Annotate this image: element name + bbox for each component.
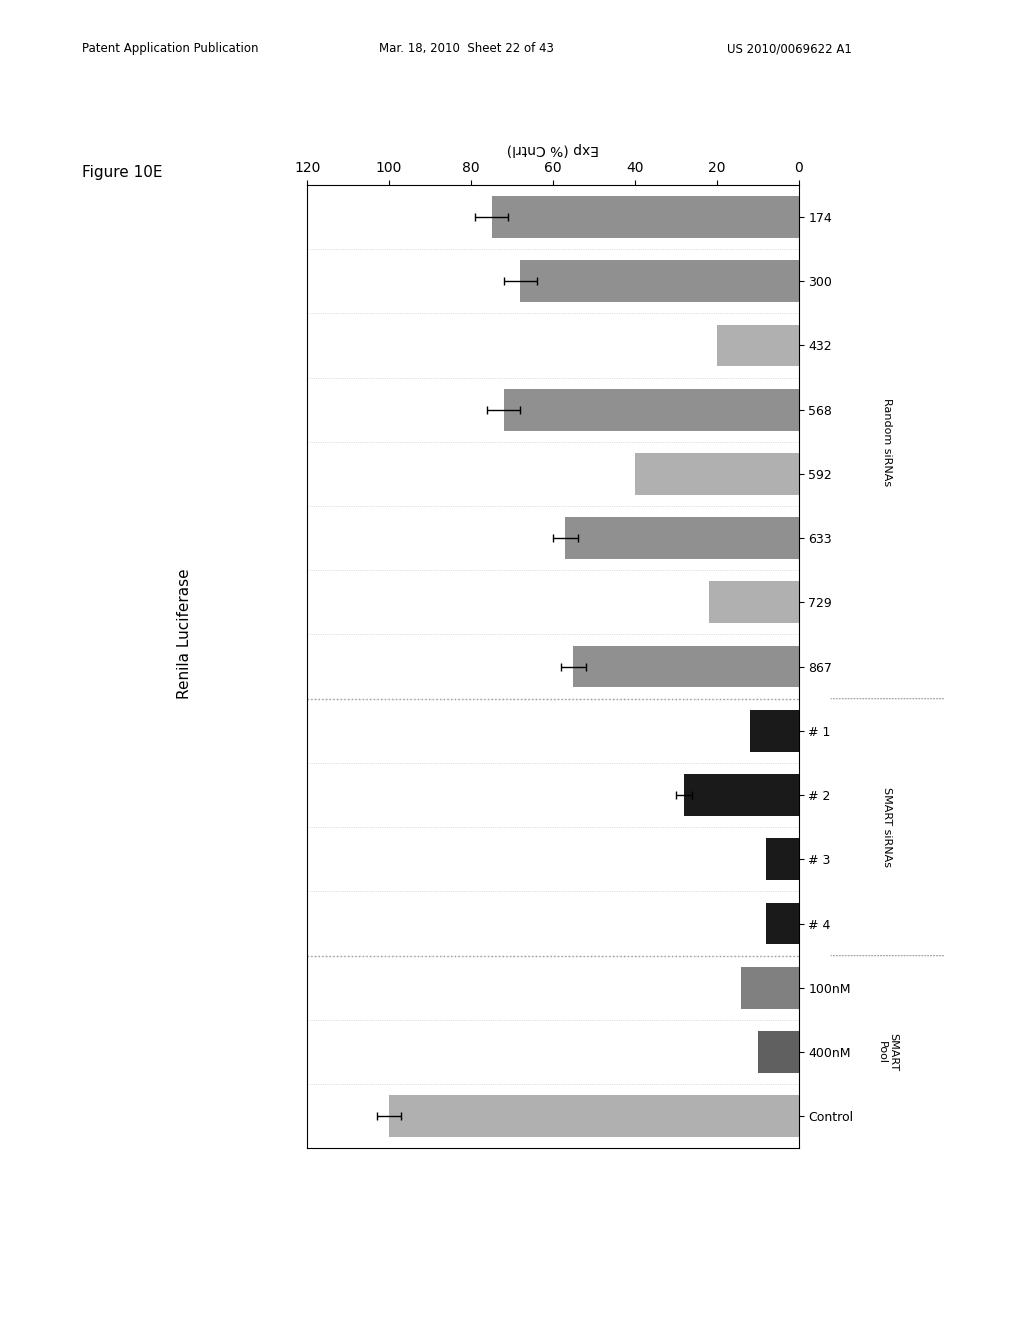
- X-axis label: Exp (% Cntrl): Exp (% Cntrl): [507, 141, 599, 156]
- Bar: [565, 517, 799, 558]
- Text: Mar. 18, 2010  Sheet 22 of 43: Mar. 18, 2010 Sheet 22 of 43: [379, 42, 554, 55]
- Text: US 2010/0069622 A1: US 2010/0069622 A1: [727, 42, 852, 55]
- Bar: [750, 710, 799, 751]
- Bar: [741, 968, 799, 1008]
- Bar: [758, 1031, 799, 1073]
- Text: SMART
Pool: SMART Pool: [877, 1034, 898, 1071]
- Text: Random siRNAs: Random siRNAs: [883, 397, 892, 486]
- Bar: [573, 645, 799, 688]
- Bar: [492, 197, 799, 238]
- Text: Patent Application Publication: Patent Application Publication: [82, 42, 258, 55]
- Bar: [717, 325, 799, 366]
- Text: Figure 10E: Figure 10E: [82, 165, 163, 180]
- Bar: [504, 389, 799, 430]
- Bar: [520, 260, 799, 302]
- Bar: [389, 1096, 799, 1137]
- Bar: [766, 838, 799, 880]
- Bar: [766, 903, 799, 944]
- Bar: [709, 582, 799, 623]
- Text: SMART siRNAs: SMART siRNAs: [883, 787, 892, 867]
- Bar: [635, 453, 799, 495]
- Text: Renila Luciferase: Renila Luciferase: [177, 569, 191, 698]
- Bar: [684, 775, 799, 816]
